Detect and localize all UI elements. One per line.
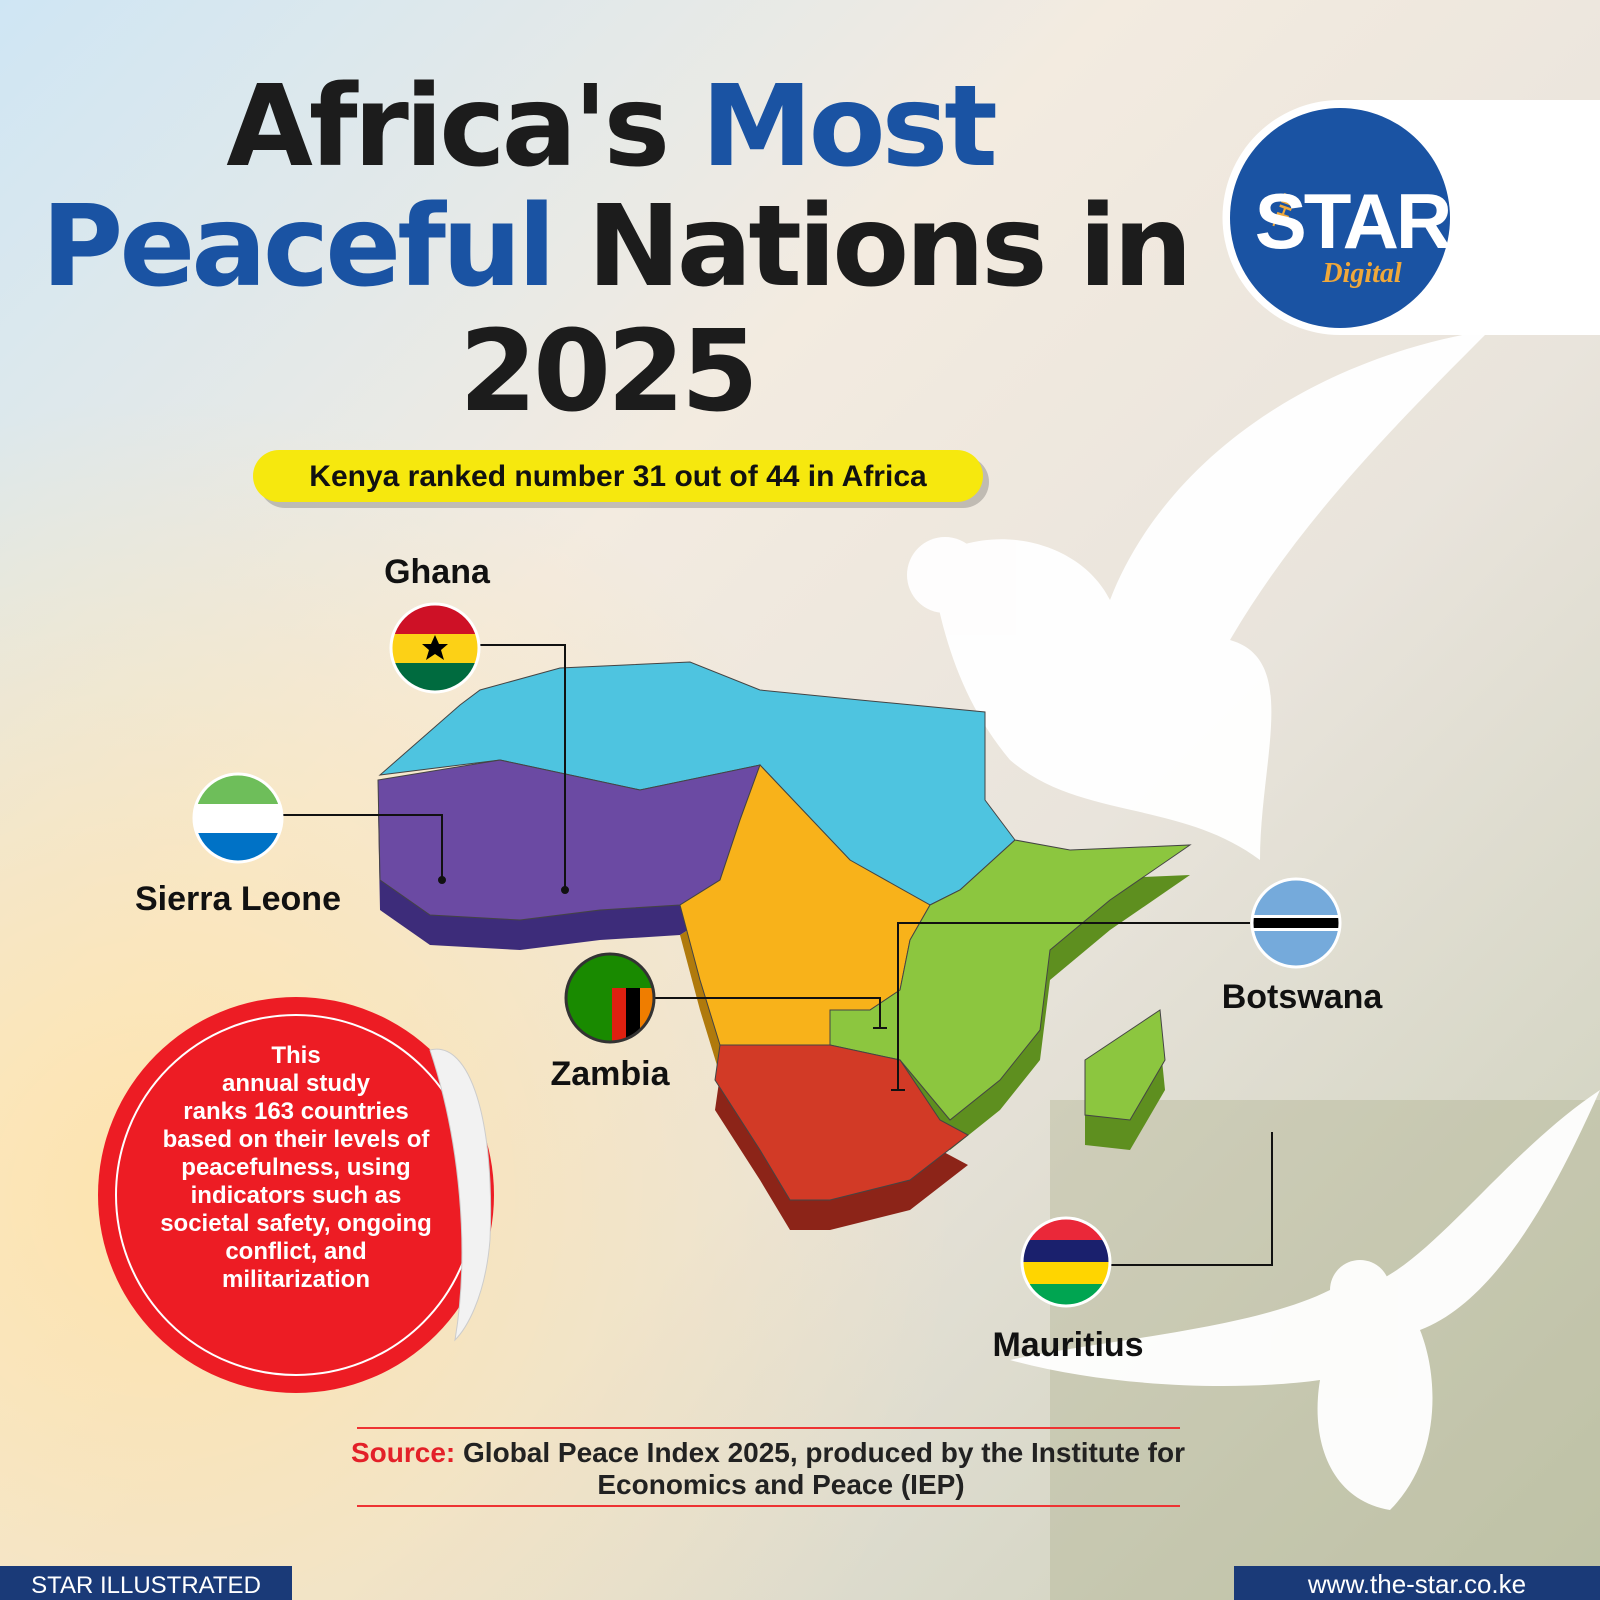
flag xyxy=(1250,877,1342,969)
dove xyxy=(907,330,1490,860)
footer-right: www.the-star.co.ke xyxy=(1307,1569,1526,1599)
subtitle: Kenya ranked number 31 out of 44 in Afri… xyxy=(309,460,927,493)
note-curl xyxy=(429,1048,492,1342)
country-label: Zambia xyxy=(550,1055,670,1093)
title-part: Nations in xyxy=(587,182,1189,312)
logo-circle xyxy=(1230,108,1450,328)
note-line: based on their levels of xyxy=(163,1126,431,1153)
title-part: Africa's xyxy=(226,62,666,192)
source-line: Economics and Peace (IEP) xyxy=(597,1469,964,1500)
source-label: Source: xyxy=(351,1437,455,1468)
note-line: This xyxy=(271,1042,320,1069)
title-line: 2025 xyxy=(459,307,755,437)
title-part: Peaceful xyxy=(41,182,552,312)
note-line: indicators such as xyxy=(191,1182,402,1209)
title-line: Africa's Most xyxy=(226,62,995,192)
footer-bar xyxy=(1234,1566,1600,1600)
flag xyxy=(389,602,481,694)
footer-bar xyxy=(0,1566,292,1600)
country-label: Sierra Leone xyxy=(135,880,341,918)
source-line: Source: Global Peace Index 2025, produce… xyxy=(351,1437,1185,1468)
note-line: peacefulness, using xyxy=(181,1154,410,1181)
country-label: Botswana xyxy=(1222,978,1384,1016)
note-line: militarization xyxy=(222,1266,370,1293)
note-line: societal safety, ongoing xyxy=(160,1210,432,1237)
flag xyxy=(1020,1216,1112,1308)
logo-sub: Digital xyxy=(1321,258,1402,289)
dove xyxy=(1010,1090,1600,1510)
flag xyxy=(564,952,656,1044)
title-part: Most xyxy=(701,62,995,192)
source-text: Global Peace Index 2025, produced by the… xyxy=(463,1437,1185,1468)
note-circle xyxy=(98,997,494,1393)
subtitle-pill xyxy=(253,450,983,502)
title-part: 2025 xyxy=(459,307,755,437)
map xyxy=(377,661,1192,1201)
logo-main: STAR xyxy=(1255,177,1451,265)
footer-left: STAR ILLUSTRATED xyxy=(31,1572,261,1599)
title-line: Peaceful Nations in xyxy=(41,182,1189,312)
source: Source: Global Peace Index 2025, produce… xyxy=(351,1437,1185,1500)
flag xyxy=(192,772,284,864)
country-label: Ghana xyxy=(384,553,491,591)
note-line: annual study xyxy=(222,1070,371,1097)
note-line: conflict, and xyxy=(225,1238,366,1265)
connector xyxy=(280,644,1273,1266)
note-line: ranks 163 countries xyxy=(183,1098,408,1125)
country-label: Mauritius xyxy=(992,1326,1143,1364)
